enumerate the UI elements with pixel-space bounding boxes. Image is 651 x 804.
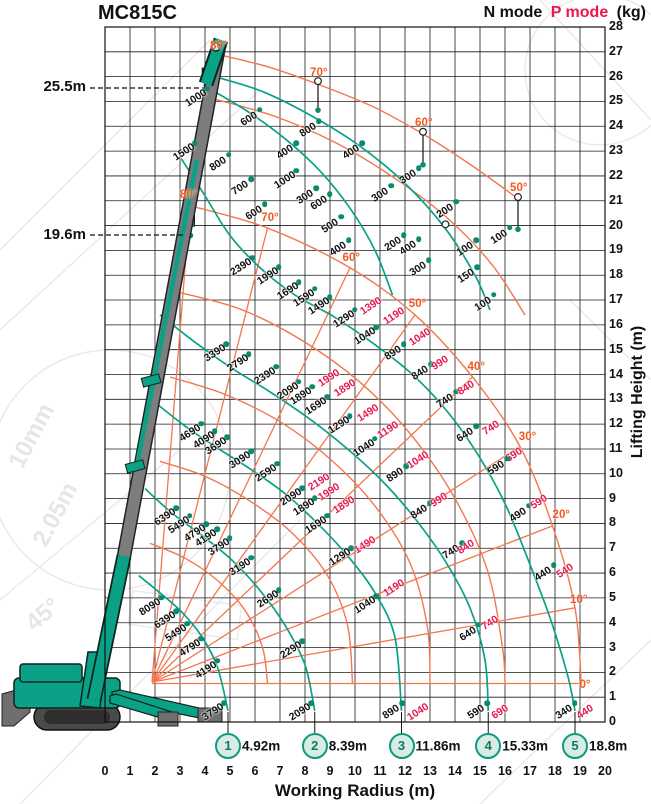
x-tick-label: 14: [448, 764, 462, 778]
x-axis-title: Working Radius (m): [274, 781, 436, 800]
y-tick-label: 13: [609, 391, 623, 406]
x-tick-label: 19: [573, 764, 587, 778]
x-tick-label: 5: [226, 764, 234, 778]
boom-stage-radius: 18.8m: [589, 738, 628, 754]
legend-p-mode: P mode: [550, 4, 609, 21]
y-tick-label: 26: [609, 68, 623, 83]
y-tick-label: 12: [609, 416, 623, 431]
watermark-text: 45°: [21, 593, 66, 637]
hook-drop-lines: [186, 61, 522, 239]
x-tick-label: 2: [151, 764, 159, 778]
y-tick-label: 7: [609, 540, 616, 555]
crane-illustration: [1, 37, 229, 731]
x-tick-label: 8: [301, 764, 309, 778]
boom-stage-number: 2: [301, 733, 328, 759]
boom-stage-number: 4: [475, 733, 502, 759]
y-tick-label: 15: [609, 341, 623, 356]
x-tick-label: 17: [523, 764, 537, 778]
y-tick-label: 11: [609, 440, 623, 455]
height-marker-25-5: 25.5m: [43, 78, 86, 95]
y-axis-title: Lifting Height (m): [629, 325, 646, 459]
x-tick-label: 6: [251, 764, 259, 778]
x-tick-label: 16: [498, 764, 512, 778]
p-mode-arcs: [149, 53, 582, 684]
legend: N mode P mode (kg): [484, 4, 646, 22]
x-tick-label: 20: [598, 764, 612, 778]
y-tick-label: 0: [609, 714, 616, 728]
legend-unit: (kg): [616, 4, 646, 21]
n-mode-boom-curves: [138, 75, 576, 712]
grid: [104, 26, 606, 723]
y-tick-label: 6: [609, 565, 616, 580]
boom-stage-radius: 15.33m: [502, 738, 549, 754]
watermark-text: 10mm: [3, 399, 59, 473]
y-tick-label: 1: [609, 689, 616, 704]
y-tick-label: 21: [609, 192, 623, 207]
watermark-text: 2.05m: [27, 478, 83, 551]
x-tick-label: 0: [101, 764, 109, 778]
boom-stage-radius: 4.92m: [242, 738, 281, 754]
boom-stage-radius: 11.86m: [415, 738, 461, 754]
x-tick-label: 13: [423, 764, 437, 778]
y-tick-label: 18: [609, 267, 623, 282]
y-tick-label: 9: [609, 490, 616, 505]
y-tick-label: 25: [609, 93, 623, 108]
y-tick-label: 23: [609, 143, 623, 158]
page-title: MC815C: [98, 2, 177, 24]
y-tick-label: 2: [609, 664, 616, 679]
y-tick-label: 24: [609, 118, 623, 133]
y-tick-label: 22: [609, 167, 623, 182]
y-tick-label: 10: [609, 465, 623, 480]
height-marker-19-6: 19.6m: [43, 226, 86, 243]
x-tick-label: 18: [548, 764, 562, 778]
boom-stage-number: 1: [215, 733, 241, 759]
y-tick-label: 5: [609, 589, 616, 604]
y-tick-label: 4: [609, 614, 616, 629]
boom-angle-lines: [151, 205, 582, 685]
y-tick-label: 28: [609, 19, 623, 33]
y-tick-label: 27: [609, 43, 623, 58]
x-tick-label: 3: [176, 764, 184, 778]
x-tick-label: 15: [473, 764, 487, 778]
x-tick-label: 7: [276, 764, 284, 778]
boom-stage-radius: 8.39m: [328, 738, 368, 754]
x-tick-label: 4: [201, 764, 209, 778]
legend-n-mode: N mode: [483, 4, 543, 21]
y-tick-label: 14: [609, 366, 623, 381]
x-tick-label: 1: [126, 764, 134, 778]
y-tick-label: 17: [609, 292, 623, 307]
y-tick-label: 3: [609, 639, 616, 654]
y-tick-label: 8: [609, 515, 616, 530]
y-tick-label: 16: [609, 316, 623, 331]
x-tick-label: 9: [326, 764, 334, 778]
y-tick-label: 20: [609, 217, 623, 232]
y-tick-label: 19: [609, 242, 623, 257]
x-tick-label: 10: [348, 764, 362, 778]
x-tick-label: 11: [373, 764, 387, 778]
x-tick-label: 12: [398, 764, 412, 778]
boom-stage-number: 3: [388, 733, 415, 759]
boom-stage-number: 5: [562, 733, 588, 759]
